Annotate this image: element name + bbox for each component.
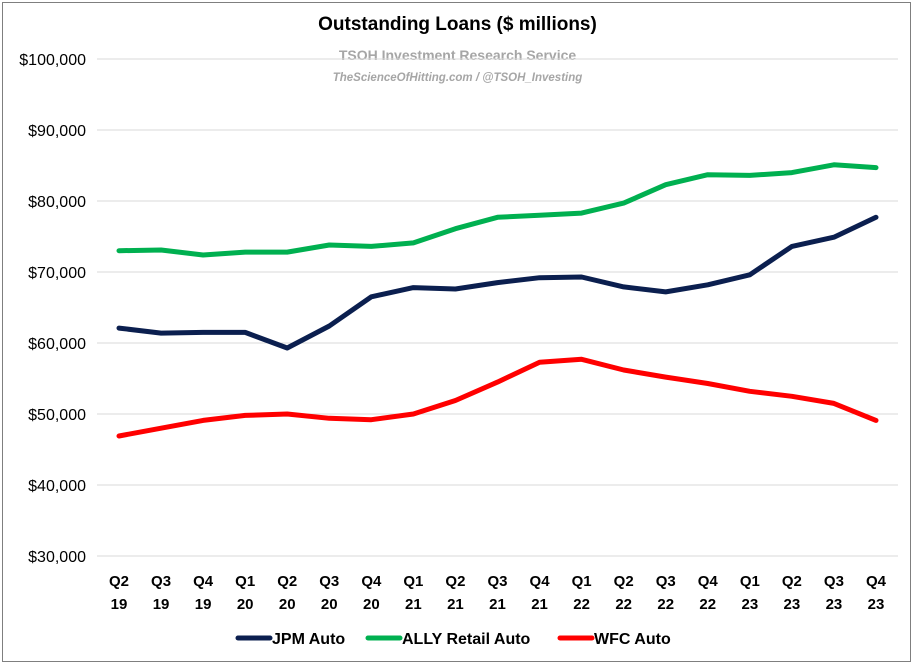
x-tick-label: Q2 xyxy=(109,573,129,590)
x-tick-label: Q1 xyxy=(235,573,255,590)
x-tick-label: Q1 xyxy=(740,573,760,590)
x-tick-label: 23 xyxy=(784,596,801,613)
x-tick-label: 21 xyxy=(531,596,548,613)
x-tick-label: Q4 xyxy=(698,573,719,590)
x-tick-label: 19 xyxy=(195,596,212,613)
x-tick-label: Q3 xyxy=(824,573,844,590)
x-tick-label: 22 xyxy=(699,596,716,613)
x-tick-label: 22 xyxy=(657,596,674,613)
y-tick-label: $80,000 xyxy=(28,194,86,211)
chart-watermark: TheScienceOfHitting.com / @TSOH_Investin… xyxy=(332,72,583,84)
x-tick-label: 19 xyxy=(111,596,128,613)
x-tick-label: Q4 xyxy=(530,573,551,590)
y-tick-label: $100,000 xyxy=(19,52,86,69)
x-tick-label: Q3 xyxy=(319,573,339,590)
x-tick-label: 22 xyxy=(573,596,590,613)
series-line-ally-retail-auto xyxy=(116,162,879,258)
x-tick-label: 20 xyxy=(321,596,338,613)
x-tick-label: 22 xyxy=(615,596,632,613)
x-tick-label: Q3 xyxy=(151,573,171,590)
x-tick-label: 23 xyxy=(826,596,843,613)
series-line-wfc-auto xyxy=(116,356,879,439)
y-tick-label: $50,000 xyxy=(28,407,86,424)
y-tick-label: $40,000 xyxy=(28,478,86,495)
x-tick-label: 19 xyxy=(153,596,170,613)
x-tick-label: Q3 xyxy=(656,573,676,590)
gridlines xyxy=(97,58,898,557)
x-axis-ticks: Q2 19 Q3 19 Q4 19 Q1 20 Q2 20 Q3 20 Q4 20 Q1 21 Q2 21 Q3 21… xyxy=(109,573,887,613)
x-tick-label: Q2 xyxy=(782,573,802,590)
x-tick-label: Q1 xyxy=(572,573,592,590)
x-tick-label: Q2 xyxy=(614,573,634,590)
x-tick-label: 20 xyxy=(237,596,254,613)
y-axis-ticks: $30,000 $40,000 $50,000 $60,000 $70,000 $80,0… xyxy=(19,52,86,566)
x-tick-label: Q3 xyxy=(487,573,507,590)
x-tick-label: Q1 xyxy=(403,573,423,590)
x-tick-label: 21 xyxy=(447,596,464,613)
x-tick-label: 23 xyxy=(741,596,758,613)
series-line-jpm-auto xyxy=(116,214,879,351)
x-tick-label: 20 xyxy=(279,596,296,613)
legend-label: ALLY Retail Auto xyxy=(402,631,531,648)
x-tick-label: Q4 xyxy=(361,573,382,590)
x-tick-label: 20 xyxy=(363,596,380,613)
x-tick-label: Q4 xyxy=(866,573,887,590)
x-tick-label: 21 xyxy=(405,596,422,613)
x-tick-label: Q2 xyxy=(277,573,297,590)
y-tick-label: $90,000 xyxy=(28,123,86,140)
x-tick-label: 21 xyxy=(489,596,506,613)
x-tick-label: Q2 xyxy=(445,573,465,590)
x-tick-label: Q4 xyxy=(193,573,214,590)
series-lines xyxy=(116,162,879,439)
y-tick-label: $30,000 xyxy=(28,549,86,566)
y-tick-label: $60,000 xyxy=(28,336,86,353)
legend: JPM Auto ALLY Retail Auto WFC Auto xyxy=(235,631,671,648)
chart-title: Outstanding Loans ($ millions) xyxy=(318,14,597,35)
legend-label: JPM Auto xyxy=(272,631,345,648)
legend-label: WFC Auto xyxy=(594,631,671,648)
x-tick-label: 23 xyxy=(868,596,885,613)
y-tick-label: $70,000 xyxy=(28,265,86,282)
